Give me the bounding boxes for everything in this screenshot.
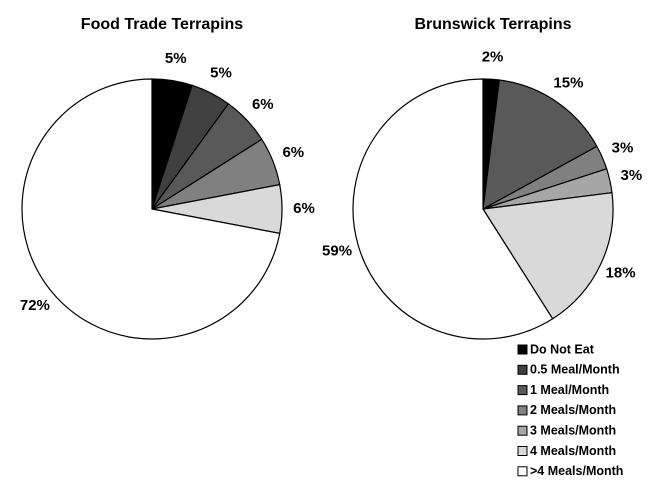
legend-swatch (517, 364, 528, 375)
chart-title: Food Trade Terrapins (81, 16, 244, 33)
legend-swatch (517, 446, 528, 456)
legend-label: 1 Meal/Month (530, 383, 609, 397)
data-label: 59% (322, 242, 352, 259)
pie-slice (481, 192, 614, 320)
legend-swatch (517, 466, 528, 477)
data-label: 3% (612, 140, 634, 157)
data-label: 6% (293, 200, 315, 217)
legend-label: Do Not Eat (530, 342, 595, 356)
data-label: 5% (165, 50, 187, 67)
legend-label: 0.5 Meal/Month (530, 363, 620, 377)
data-label: 3% (620, 167, 642, 184)
pie-slice (21, 78, 281, 340)
data-label: 15% (553, 74, 583, 91)
legend-label: >4 Meals/Month (530, 464, 623, 477)
legend-label: 3 Meals/Month (530, 423, 616, 437)
data-label: 18% (606, 265, 636, 282)
legend-swatch (517, 425, 528, 436)
data-label: 2% (482, 48, 504, 65)
pie-slice (352, 78, 554, 340)
data-label: 72% (20, 297, 50, 314)
data-label: 6% (282, 144, 304, 161)
legend-swatch (517, 344, 528, 355)
legend-swatch (517, 385, 528, 396)
data-label: 6% (252, 96, 274, 113)
pie-slice (482, 79, 598, 211)
data-label: 5% (210, 65, 232, 82)
chart-title: Brunswick Terrapins (414, 16, 571, 33)
legend-swatch (517, 405, 528, 416)
legend-label: 4 Meals/Month (530, 444, 616, 458)
legend-label: 2 Meals/Month (530, 403, 616, 417)
